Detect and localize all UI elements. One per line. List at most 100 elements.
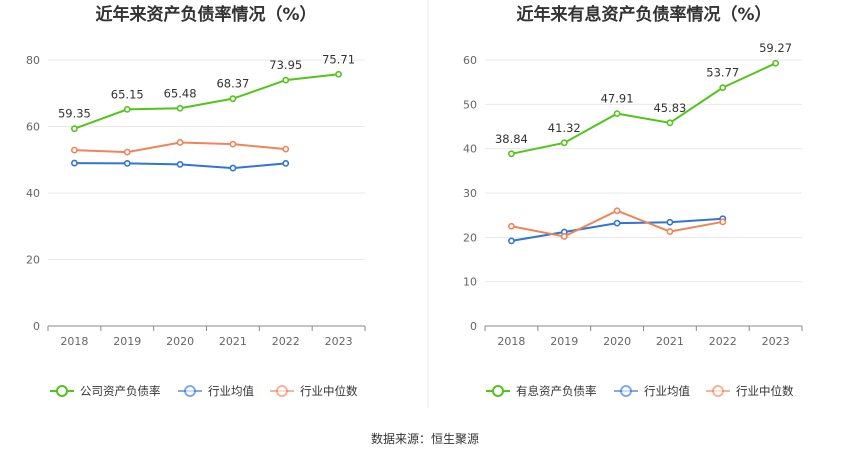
- legend-item[interactable]: 行业均值: [178, 384, 254, 398]
- data-point[interactable]: [282, 76, 290, 84]
- data-point[interactable]: [123, 105, 131, 113]
- data-point[interactable]: [71, 125, 78, 133]
- legend-swatch-marker: [56, 385, 68, 397]
- x-tick-label: 2022: [272, 335, 300, 348]
- legend-item[interactable]: 行业中位数: [706, 384, 794, 398]
- chart-right: 近年来有息资产负债率情况（%） 0 10 20 30 40 50 60 2018 2019 202…: [463, 4, 803, 398]
- axes-left: 0 20 40 60 80 2018 2019 2020 2021 2022 2023: [26, 54, 366, 348]
- data-point[interactable]: [176, 139, 184, 146]
- data-label: 73.95: [269, 58, 302, 72]
- data-point[interactable]: [229, 95, 237, 103]
- data-point[interactable]: [176, 161, 184, 168]
- y-tick-label: 80: [26, 54, 40, 67]
- data-point[interactable]: [282, 160, 290, 167]
- data-label: 59.27: [759, 41, 792, 55]
- axes-right: 0 10 20 30 40 50 60 2018 2019 2020 2021 2022 2023: [463, 54, 803, 348]
- data-label: 65.15: [111, 87, 144, 101]
- x-tick-label: 2021: [656, 335, 684, 348]
- x-tick-label: 2019: [113, 335, 141, 348]
- legend-label: 行业均值: [644, 384, 690, 398]
- data-point[interactable]: [772, 59, 779, 67]
- data-point[interactable]: [508, 237, 515, 245]
- data-label: 68.37: [216, 77, 249, 91]
- y-tick-label: 0: [33, 320, 40, 333]
- data-point[interactable]: [666, 218, 674, 226]
- data-point[interactable]: [71, 146, 78, 154]
- data-label: 59.35: [58, 107, 91, 121]
- data-label: 41.32: [548, 121, 581, 135]
- data-point[interactable]: [666, 228, 674, 235]
- series-right: 38.84 41.32 47.91 45.83 53.77 59.27: [495, 41, 792, 245]
- data-point[interactable]: [71, 159, 78, 167]
- legend-right[interactable]: 有息资产负债率 行业均值 行业中位数: [486, 384, 794, 398]
- chart-left: 近年来资产负债率情况（%） 0 20 40 60 80 2018 2019 2020 2021 2…: [26, 4, 366, 398]
- legend-swatch-marker: [492, 385, 504, 397]
- y-tick-label: 60: [463, 54, 477, 67]
- data-point[interactable]: [560, 233, 568, 240]
- data-point[interactable]: [229, 164, 237, 172]
- data-point[interactable]: [560, 139, 568, 147]
- legend-label: 行业中位数: [736, 384, 794, 398]
- data-point[interactable]: [719, 84, 727, 92]
- data-point[interactable]: [508, 150, 515, 158]
- y-tick-label: 40: [463, 143, 477, 156]
- y-tick-label: 30: [463, 187, 477, 200]
- y-tick-label: 40: [26, 187, 40, 200]
- data-point[interactable]: [282, 145, 290, 153]
- data-label: 38.84: [495, 132, 528, 146]
- legend-swatch-marker: [276, 385, 288, 397]
- data-source-note: 数据来源：恒生聚源: [371, 431, 479, 446]
- y-tick-label: 10: [463, 276, 477, 289]
- data-label: 65.48: [164, 86, 197, 100]
- x-tick-label: 2019: [550, 335, 578, 348]
- x-tick-label: 2020: [166, 335, 194, 348]
- data-label: 47.91: [601, 92, 634, 106]
- grid-right: [485, 59, 802, 283]
- data-point[interactable]: [335, 70, 342, 78]
- legend-label: 行业中位数: [300, 384, 358, 398]
- data-point[interactable]: [123, 148, 131, 156]
- data-label: 53.77: [706, 66, 739, 80]
- legend-label: 有息资产负债率: [516, 384, 597, 398]
- data-point[interactable]: [123, 160, 131, 167]
- data-point[interactable]: [613, 219, 621, 227]
- data-label: 45.83: [653, 101, 686, 115]
- legend-swatch-marker: [620, 385, 632, 397]
- legend-label: 行业均值: [208, 384, 254, 398]
- y-tick-label: 0: [470, 320, 477, 333]
- legend-swatch-marker: [712, 385, 724, 397]
- y-tick-label: 60: [26, 121, 40, 134]
- x-tick-label: 2018: [497, 335, 525, 348]
- data-point[interactable]: [508, 222, 515, 230]
- data-point[interactable]: [613, 207, 621, 215]
- x-tick-label: 2021: [219, 335, 247, 348]
- y-tick-label: 20: [463, 231, 477, 244]
- data-point[interactable]: [719, 218, 727, 226]
- series-left: 59.35 65.15 65.48 68.37 73.95 75.71: [58, 52, 355, 172]
- x-tick-label: 2023: [325, 335, 353, 348]
- grid-left: [48, 59, 365, 260]
- legend-item[interactable]: 公司资产负债率: [50, 384, 161, 398]
- data-label: 75.71: [322, 52, 355, 66]
- legend-item[interactable]: 有息资产负债率: [486, 384, 597, 398]
- y-tick-label: 20: [26, 254, 40, 267]
- legend-label: 公司资产负债率: [80, 384, 161, 398]
- legend-swatch-marker: [184, 385, 196, 397]
- y-tick-label: 50: [463, 98, 477, 111]
- x-tick-label: 2020: [603, 335, 631, 348]
- x-tick-label: 2018: [60, 335, 88, 348]
- legend-item[interactable]: 行业均值: [614, 384, 690, 398]
- legend-item[interactable]: 行业中位数: [270, 384, 358, 398]
- chart-title-left: 近年来资产负债率情况（%）: [95, 4, 316, 25]
- data-point[interactable]: [613, 110, 621, 117]
- series-line: [511, 62, 777, 155]
- data-point[interactable]: [666, 119, 674, 127]
- legend-left[interactable]: 公司资产负债率 行业均值 行业中位数: [50, 384, 358, 398]
- data-point[interactable]: [229, 140, 237, 148]
- series-line: [74, 73, 339, 130]
- x-tick-label: 2023: [762, 335, 790, 348]
- chart-title-right: 近年来有息资产负债率情况（%）: [516, 4, 771, 25]
- x-tick-label: 2022: [709, 335, 737, 348]
- data-point[interactable]: [176, 104, 184, 112]
